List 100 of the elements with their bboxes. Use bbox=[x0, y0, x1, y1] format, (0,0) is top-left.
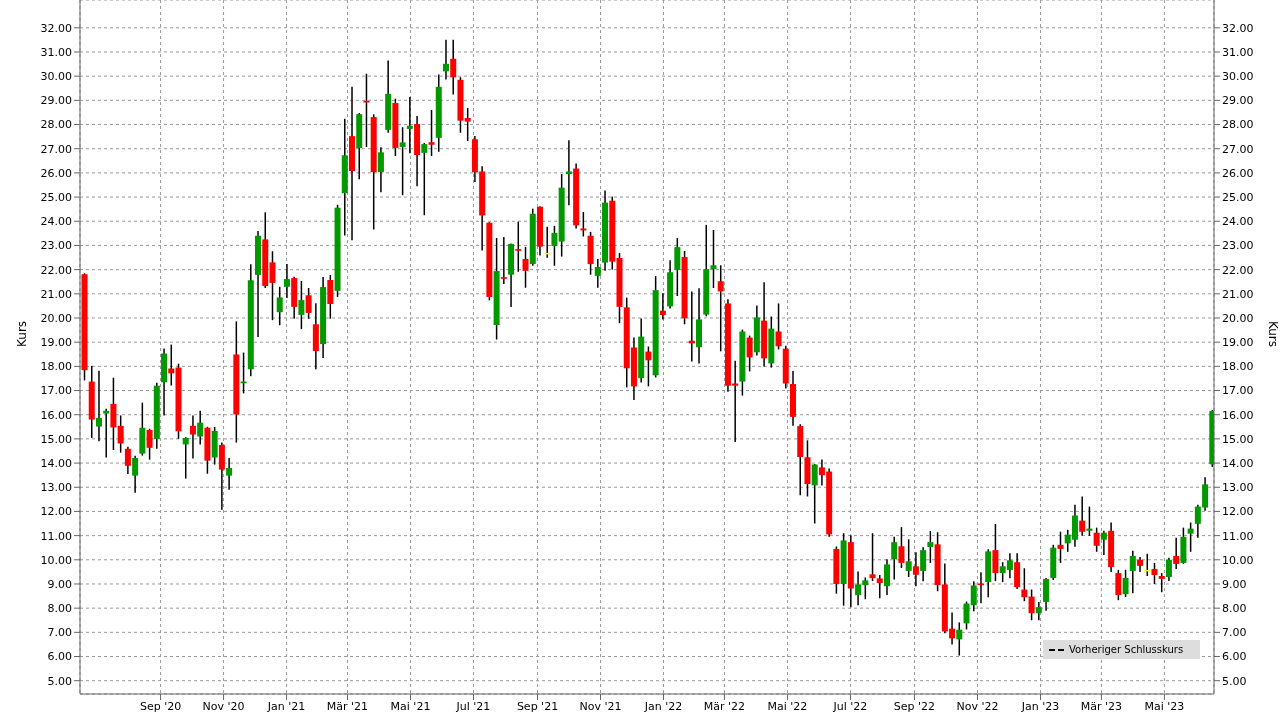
y2-tick-label: 32.00 bbox=[1222, 21, 1254, 35]
y-tick-label: 16.00 bbox=[40, 408, 72, 422]
y2-tick-label: 6.00 bbox=[1222, 650, 1247, 664]
candlestick bbox=[811, 463, 818, 525]
candlestick bbox=[464, 107, 471, 142]
candlestick bbox=[956, 621, 963, 657]
x-tick-label: Jul '22 bbox=[832, 699, 868, 713]
candlestick bbox=[551, 225, 558, 267]
y2-axis-title: Kurs bbox=[1265, 320, 1280, 347]
candlestick bbox=[891, 536, 898, 581]
y2-tick-label: 16.00 bbox=[1222, 408, 1254, 422]
candlestick bbox=[977, 571, 984, 605]
candlestick bbox=[421, 142, 428, 216]
y2-tick-label: 20.00 bbox=[1222, 311, 1254, 325]
y2-tick-label: 29.00 bbox=[1222, 94, 1254, 108]
x-tick-label: Jan '23 bbox=[1020, 699, 1060, 713]
candlestick bbox=[327, 274, 334, 320]
y-tick-label: 30.00 bbox=[40, 70, 72, 84]
legend-box: Vorheriger Schlusskurs bbox=[1043, 640, 1200, 659]
y-tick-label: 7.00 bbox=[47, 626, 72, 640]
y-tick-label: 6.00 bbox=[47, 650, 72, 664]
y-tick-label: 25.00 bbox=[40, 190, 72, 204]
candlestick bbox=[1187, 521, 1194, 553]
y2-tick-label: 5.00 bbox=[1222, 674, 1247, 688]
candlestick bbox=[226, 457, 233, 491]
x-tick-label: Mai '21 bbox=[390, 699, 431, 713]
x-tick-label: Mai '23 bbox=[1144, 699, 1185, 713]
y2-tick-label: 18.00 bbox=[1222, 360, 1254, 374]
x-tick-label: Sep '22 bbox=[893, 699, 936, 713]
candlestick bbox=[1028, 588, 1035, 621]
candlestick bbox=[110, 376, 117, 451]
y2-tick-label: 9.00 bbox=[1222, 577, 1247, 591]
y-tick-label: 23.00 bbox=[40, 239, 72, 253]
y-tick-label: 8.00 bbox=[47, 602, 72, 616]
candlestick bbox=[883, 558, 890, 596]
y2-tick-label: 15.00 bbox=[1222, 432, 1254, 446]
x-tick-label: Mai '22 bbox=[767, 699, 808, 713]
candlestick bbox=[869, 532, 876, 582]
y-tick-label: 9.00 bbox=[47, 577, 72, 591]
candlestick bbox=[450, 38, 457, 96]
candlestick bbox=[927, 530, 934, 564]
y2-tick-label: 23.00 bbox=[1222, 239, 1254, 253]
candlestick bbox=[1115, 569, 1122, 601]
y-tick-label: 15.00 bbox=[40, 432, 72, 446]
y-tick-label: 29.00 bbox=[40, 94, 72, 108]
candlestick bbox=[674, 237, 681, 297]
candlestick bbox=[1151, 562, 1158, 585]
y-tick-label: 20.00 bbox=[40, 311, 72, 325]
y2-tick-label: 28.00 bbox=[1222, 118, 1254, 132]
candlestick bbox=[500, 236, 507, 285]
x-tick-label: Jul '21 bbox=[455, 699, 491, 713]
candlestick bbox=[515, 220, 522, 273]
y2-tick-label: 12.00 bbox=[1222, 505, 1254, 519]
y-tick-label: 27.00 bbox=[40, 142, 72, 156]
candlestick bbox=[1086, 505, 1093, 537]
x-tick-label: Nov '21 bbox=[579, 699, 622, 713]
candlestick bbox=[898, 526, 905, 569]
candlestick bbox=[132, 455, 139, 494]
candlestick bbox=[1057, 530, 1064, 564]
y2-tick-label: 10.00 bbox=[1222, 553, 1254, 567]
candlestick bbox=[717, 264, 724, 353]
y-tick-label: 22.00 bbox=[40, 263, 72, 277]
candlestick bbox=[1079, 495, 1086, 537]
candlestick bbox=[117, 414, 124, 454]
x-tick-label: Nov '22 bbox=[956, 699, 999, 713]
y-tick-label: 14.00 bbox=[40, 456, 72, 470]
candlestick bbox=[594, 258, 601, 289]
y-tick-label: 11.00 bbox=[40, 529, 72, 543]
y2-tick-label: 13.00 bbox=[1222, 481, 1254, 495]
candlestick bbox=[197, 410, 204, 446]
y-tick-label: 28.00 bbox=[40, 118, 72, 132]
candlestick bbox=[1093, 526, 1100, 553]
candlestick bbox=[406, 96, 413, 155]
y2-tick-label: 14.00 bbox=[1222, 456, 1254, 470]
x-tick-label: Jan '22 bbox=[643, 699, 683, 713]
candlestick bbox=[95, 369, 102, 443]
candlestick bbox=[1122, 569, 1129, 598]
y2-tick-label: 27.00 bbox=[1222, 142, 1254, 156]
x-tick-label: Mär '23 bbox=[1080, 699, 1123, 713]
y-tick-label: 5.00 bbox=[47, 674, 72, 688]
y2-tick-label: 30.00 bbox=[1222, 70, 1254, 84]
candlestick bbox=[1021, 567, 1028, 602]
y-tick-label: 32.00 bbox=[40, 21, 72, 35]
candlestick bbox=[1043, 577, 1050, 612]
candlestick bbox=[920, 546, 927, 583]
y-tick-label: 10.00 bbox=[40, 553, 72, 567]
candlestick bbox=[1173, 537, 1180, 570]
y-tick-label: 18.00 bbox=[40, 360, 72, 374]
x-tick-label: Sep '21 bbox=[516, 699, 559, 713]
y-tick-label: 24.00 bbox=[40, 215, 72, 229]
y-tick-label: 31.00 bbox=[40, 45, 72, 59]
candlestick bbox=[1129, 550, 1136, 594]
candlestick bbox=[1158, 572, 1165, 593]
candlestick bbox=[1035, 601, 1042, 621]
x-tick-label: Nov '20 bbox=[202, 699, 245, 713]
candlestick bbox=[746, 334, 753, 373]
candlestick bbox=[189, 414, 196, 460]
y2-tick-label: 22.00 bbox=[1222, 263, 1254, 277]
candlestick bbox=[710, 229, 717, 289]
y-tick-label: 13.00 bbox=[40, 481, 72, 495]
